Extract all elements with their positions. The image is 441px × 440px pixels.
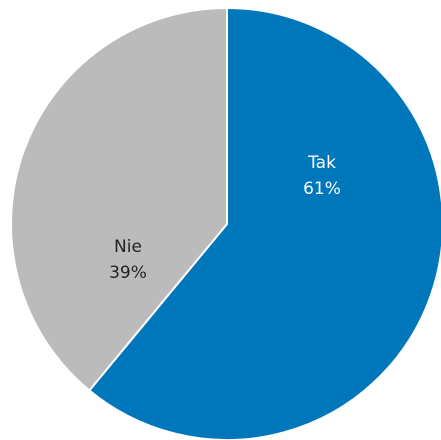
slice-label-tak: Tak <box>307 153 336 173</box>
slice-value-nie: 39% <box>109 263 147 283</box>
pie-labels: Tak 61% Nie 39% <box>109 153 341 283</box>
pie-slices <box>10 6 441 440</box>
pie-slice-nie <box>10 6 228 392</box>
slice-label-nie: Nie <box>114 237 142 257</box>
slice-value-tak: 61% <box>303 179 341 199</box>
pie-slice-tak <box>87 6 441 440</box>
